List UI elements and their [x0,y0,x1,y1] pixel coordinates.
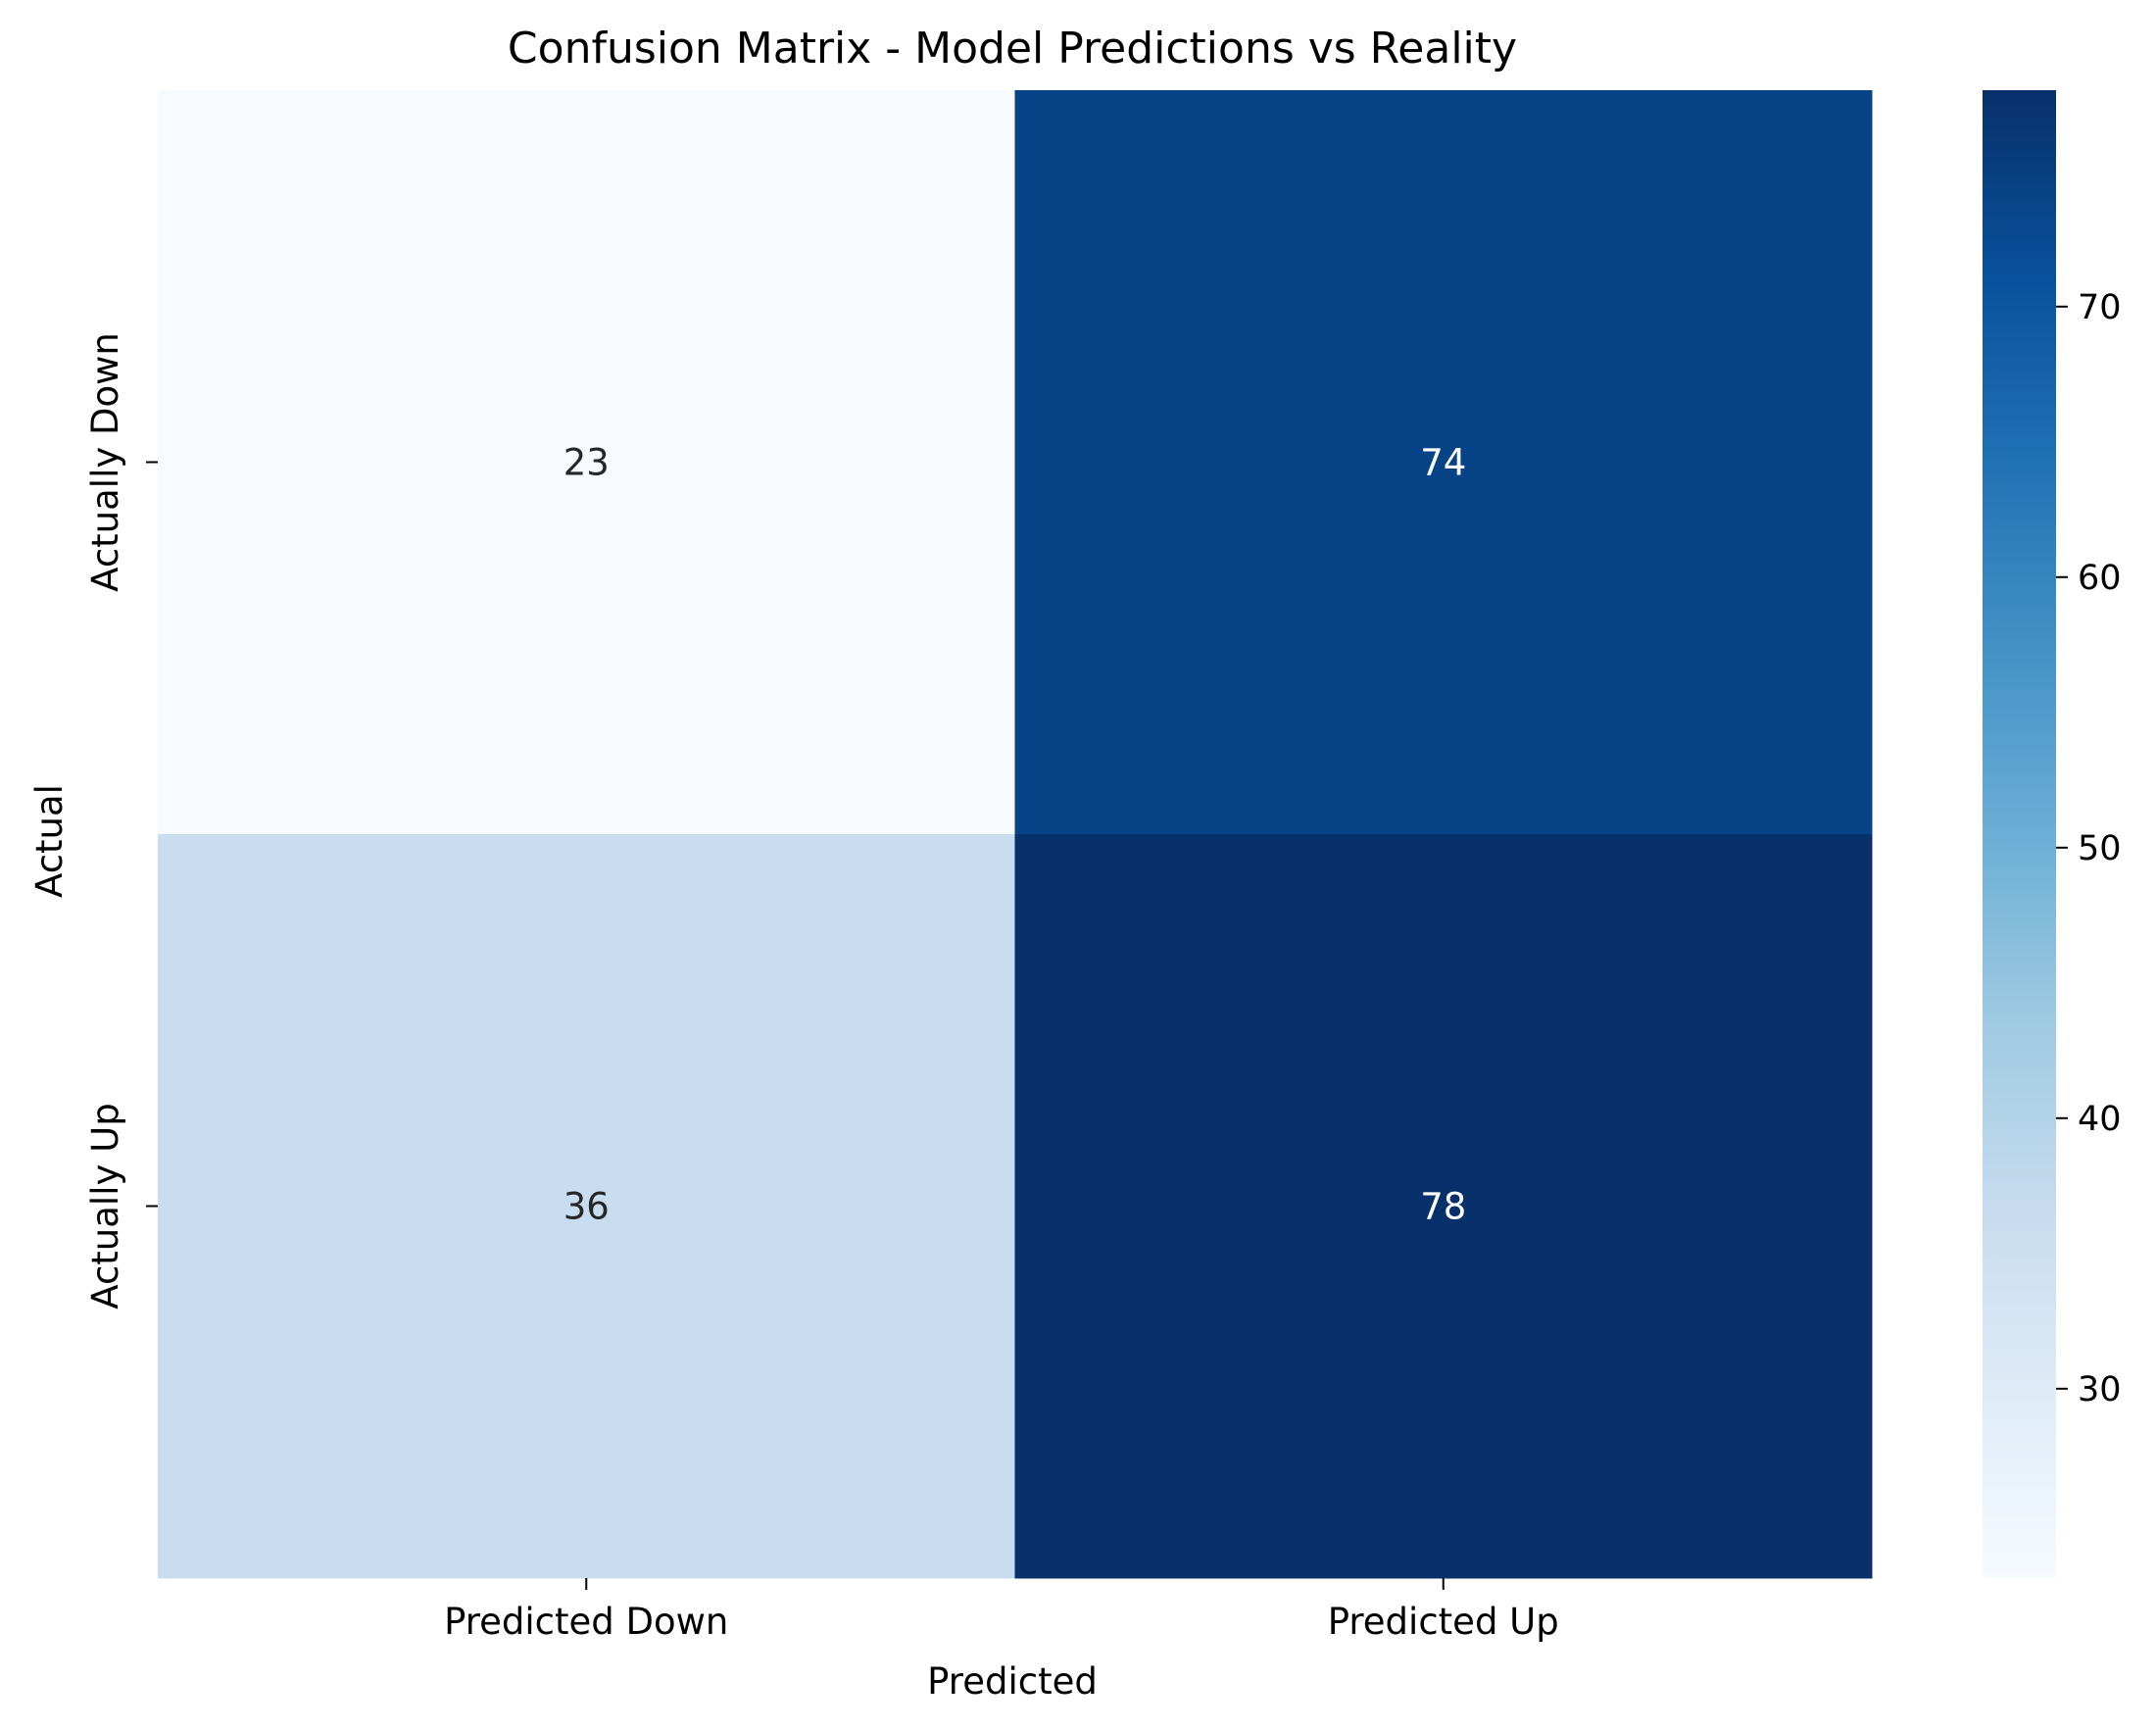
colorbar [1983,90,2056,1578]
heatmap-cell [1014,90,1873,835]
heatmap-cell [1014,834,1873,1579]
colorbar-tick-label: 70 [2078,288,2122,327]
x-tick-label: Predicted Down [444,1601,728,1643]
cell-value-label: 74 [1420,442,1466,484]
cell-value-label: 36 [564,1186,610,1228]
colorbar-ticks: 30 40 50 60 70 [2056,288,2122,1409]
y-tick-label: Actually Down [84,332,126,592]
colorbar-tick-label: 50 [2078,829,2122,868]
y-tick-label: Actually Up [84,1103,126,1309]
heatmap-cell-labels: 23 74 36 78 [564,442,1467,1228]
cell-value-label: 23 [564,442,610,484]
y-axis-ticks: Actually Down Actually Up [84,332,158,1310]
colorbar-tick-label: 30 [2078,1370,2122,1409]
cell-value-label: 78 [1420,1186,1466,1228]
heatmap-cell [158,834,1015,1579]
colorbar-tick-label: 60 [2078,559,2122,598]
chart-title: Confusion Matrix - Model Predictions vs … [508,24,1517,74]
heatmap-cell [158,90,1015,835]
colorbar-tick-label: 40 [2078,1100,2122,1139]
x-axis-ticks: Predicted Down Predicted Up [444,1578,1559,1643]
heatmap-cells [158,90,1873,1579]
colorbar-gradient [1983,90,2056,1578]
y-axis-label: Actual [28,784,71,898]
x-tick-label: Predicted Up [1328,1601,1559,1643]
x-axis-label: Predicted [927,1660,1098,1703]
